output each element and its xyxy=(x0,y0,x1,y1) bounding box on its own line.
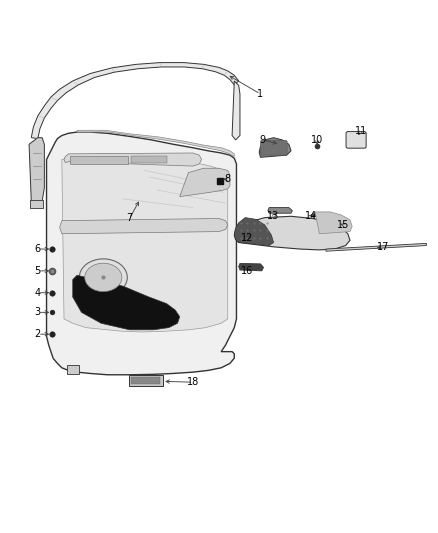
Text: 17: 17 xyxy=(377,242,389,252)
FancyBboxPatch shape xyxy=(30,200,43,208)
Polygon shape xyxy=(62,154,228,332)
Polygon shape xyxy=(326,244,426,251)
Polygon shape xyxy=(232,81,240,140)
Polygon shape xyxy=(259,138,291,157)
FancyBboxPatch shape xyxy=(131,157,167,164)
Polygon shape xyxy=(60,219,228,234)
Text: 4: 4 xyxy=(35,288,41,298)
Polygon shape xyxy=(73,275,180,330)
Text: 8: 8 xyxy=(225,174,231,184)
FancyBboxPatch shape xyxy=(70,156,128,164)
Text: 1: 1 xyxy=(258,89,264,99)
Text: 9: 9 xyxy=(260,135,266,145)
Polygon shape xyxy=(234,216,350,250)
Text: 5: 5 xyxy=(35,266,41,276)
FancyBboxPatch shape xyxy=(346,132,366,148)
Polygon shape xyxy=(64,153,201,166)
Polygon shape xyxy=(77,130,234,157)
Polygon shape xyxy=(180,168,230,197)
Text: 3: 3 xyxy=(35,308,41,317)
Text: 18: 18 xyxy=(187,377,199,387)
FancyBboxPatch shape xyxy=(67,365,79,374)
Text: 10: 10 xyxy=(311,135,323,145)
Ellipse shape xyxy=(79,259,127,296)
Text: 7: 7 xyxy=(127,214,133,223)
Text: 13: 13 xyxy=(268,211,280,221)
Polygon shape xyxy=(315,212,352,234)
Polygon shape xyxy=(239,263,264,271)
Text: 6: 6 xyxy=(35,244,41,254)
Polygon shape xyxy=(234,217,274,246)
Ellipse shape xyxy=(85,263,122,292)
Polygon shape xyxy=(46,132,237,375)
Polygon shape xyxy=(268,207,292,213)
FancyBboxPatch shape xyxy=(261,140,287,155)
Polygon shape xyxy=(29,138,44,205)
Text: 16: 16 xyxy=(241,266,254,276)
Text: 2: 2 xyxy=(35,329,41,339)
Text: 14: 14 xyxy=(304,211,317,221)
FancyBboxPatch shape xyxy=(131,376,160,384)
Text: 12: 12 xyxy=(241,233,254,243)
FancyBboxPatch shape xyxy=(129,375,163,386)
Polygon shape xyxy=(31,62,239,139)
Text: 15: 15 xyxy=(337,220,350,230)
Text: 11: 11 xyxy=(355,126,367,136)
